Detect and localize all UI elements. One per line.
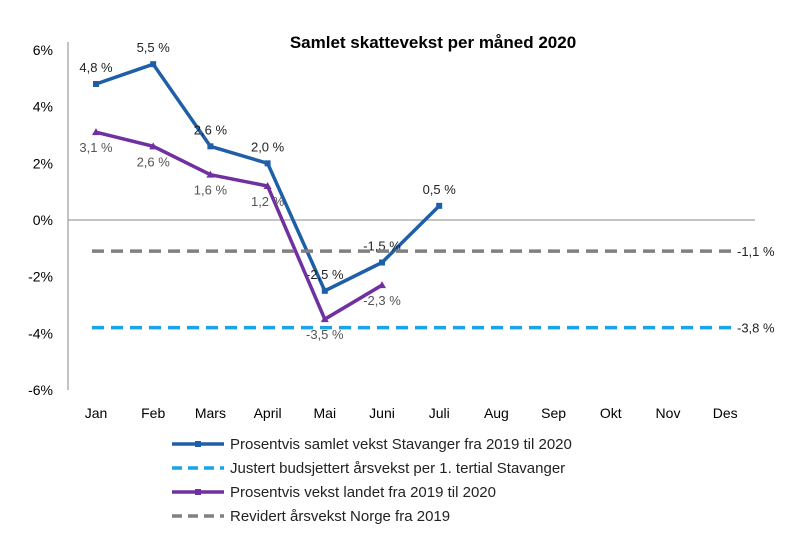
data-point xyxy=(206,170,215,178)
data-point xyxy=(320,315,329,323)
legend-label: Justert budsjettert årsvekst per 1. tert… xyxy=(230,459,566,477)
legend-swatch xyxy=(172,466,224,470)
legend: Prosentvis samlet vekst Stavanger fra 20… xyxy=(170,432,572,528)
data-label: 5,5 % xyxy=(137,40,171,55)
y-tick-label: 0% xyxy=(33,212,53,228)
series-line xyxy=(95,130,383,322)
data-point xyxy=(436,202,443,209)
data-label: -1,5 % xyxy=(363,239,401,254)
data-label: -2,5 % xyxy=(306,267,344,282)
y-tick-label: -2% xyxy=(28,269,53,285)
x-tick-label: Feb xyxy=(141,405,165,421)
data-label: 1,6 % xyxy=(194,183,228,198)
x-tick-label: Mai xyxy=(314,405,337,421)
data-label: 3,1 % xyxy=(79,140,113,155)
y-tick-label: 2% xyxy=(33,155,53,171)
x-tick-label: Juli xyxy=(429,405,450,421)
data-point xyxy=(264,160,271,167)
x-tick-label: Jan xyxy=(85,405,108,421)
x-tick-label: Okt xyxy=(600,405,622,421)
y-tick-label: 4% xyxy=(33,99,53,115)
data-label: 2,6 % xyxy=(137,154,171,169)
data-label: 0,5 % xyxy=(423,182,457,197)
data-label: -3,8 % xyxy=(737,321,775,336)
data-point xyxy=(92,128,100,136)
data-point xyxy=(379,259,385,266)
x-tick-label: Des xyxy=(713,405,738,421)
data-point xyxy=(321,287,328,294)
data-label: -1,1 % xyxy=(737,244,775,259)
x-tick-label: April xyxy=(254,405,282,421)
data-label: 4,8 % xyxy=(79,60,113,75)
data-label: 1,2 % xyxy=(251,194,285,209)
data-label: -2,3 % xyxy=(363,293,401,308)
series-line xyxy=(95,62,441,294)
legend-label: Prosentvis vekst landet fra 2019 til 202… xyxy=(230,483,496,501)
data-point xyxy=(207,143,214,150)
data-point xyxy=(263,182,272,189)
legend-swatch xyxy=(172,489,224,495)
legend-swatch xyxy=(172,514,224,518)
x-tick-label: Juni xyxy=(369,405,395,421)
x-tick-label: Aug xyxy=(484,405,509,421)
legend-item: Revidert årsvekst Norge fra 2019 xyxy=(170,504,572,528)
legend-item: Prosentvis samlet vekst Stavanger fra 20… xyxy=(170,432,572,456)
data-point xyxy=(150,61,157,68)
y-tick-label: 6% xyxy=(33,42,53,58)
x-tick-label: Sep xyxy=(541,405,566,421)
data-point xyxy=(93,81,99,87)
legend-label: Revidert årsvekst Norge fra 2019 xyxy=(230,507,451,525)
y-tick-label: -6% xyxy=(28,382,53,398)
data-label: -3,5 % xyxy=(306,327,344,342)
legend-swatch xyxy=(172,441,224,447)
data-point xyxy=(149,142,158,150)
y-tick-label: -4% xyxy=(28,325,53,341)
legend-item: Justert budsjettert årsvekst per 1. tert… xyxy=(170,456,572,480)
data-label: 2,0 % xyxy=(251,139,285,154)
legend-label: Prosentvis samlet vekst Stavanger fra 20… xyxy=(230,435,572,453)
legend-item: Prosentvis vekst landet fra 2019 til 202… xyxy=(170,480,572,504)
chart-title: Samlet skattevekst per måned 2020 xyxy=(290,33,576,52)
x-tick-label: Nov xyxy=(656,405,681,421)
x-tick-label: Mars xyxy=(195,405,226,421)
data-point xyxy=(378,281,386,289)
data-label: 2,6 % xyxy=(194,122,228,137)
